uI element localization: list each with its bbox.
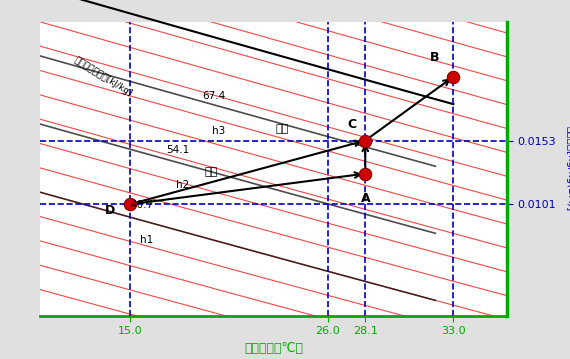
Point bbox=[449, 74, 458, 80]
X-axis label: 乾球温度［℃］: 乾球温度［℃］ bbox=[244, 342, 303, 355]
Text: B: B bbox=[429, 51, 439, 65]
Text: 67.4: 67.4 bbox=[202, 91, 225, 101]
Text: 54.1: 54.1 bbox=[166, 145, 189, 155]
Text: 比エンタルピー[kJ/kg]: 比エンタルピー[kJ/kg] bbox=[72, 55, 133, 98]
Text: C: C bbox=[347, 118, 356, 131]
Point bbox=[361, 171, 370, 177]
Text: 顕熱: 顕熱 bbox=[204, 167, 217, 177]
Text: h3: h3 bbox=[212, 126, 225, 136]
Text: 潜熱: 潜熱 bbox=[276, 124, 289, 134]
Text: 40.7: 40.7 bbox=[130, 200, 153, 210]
Text: h1: h1 bbox=[140, 235, 153, 245]
Text: A: A bbox=[360, 192, 370, 205]
Text: D: D bbox=[105, 204, 115, 217]
Text: h2: h2 bbox=[176, 180, 189, 190]
Point bbox=[125, 201, 135, 207]
Point bbox=[361, 137, 370, 143]
Y-axis label: 絶対湿度[kg/kg(DA)]: 絶対湿度[kg/kg(DA)] bbox=[566, 126, 570, 211]
